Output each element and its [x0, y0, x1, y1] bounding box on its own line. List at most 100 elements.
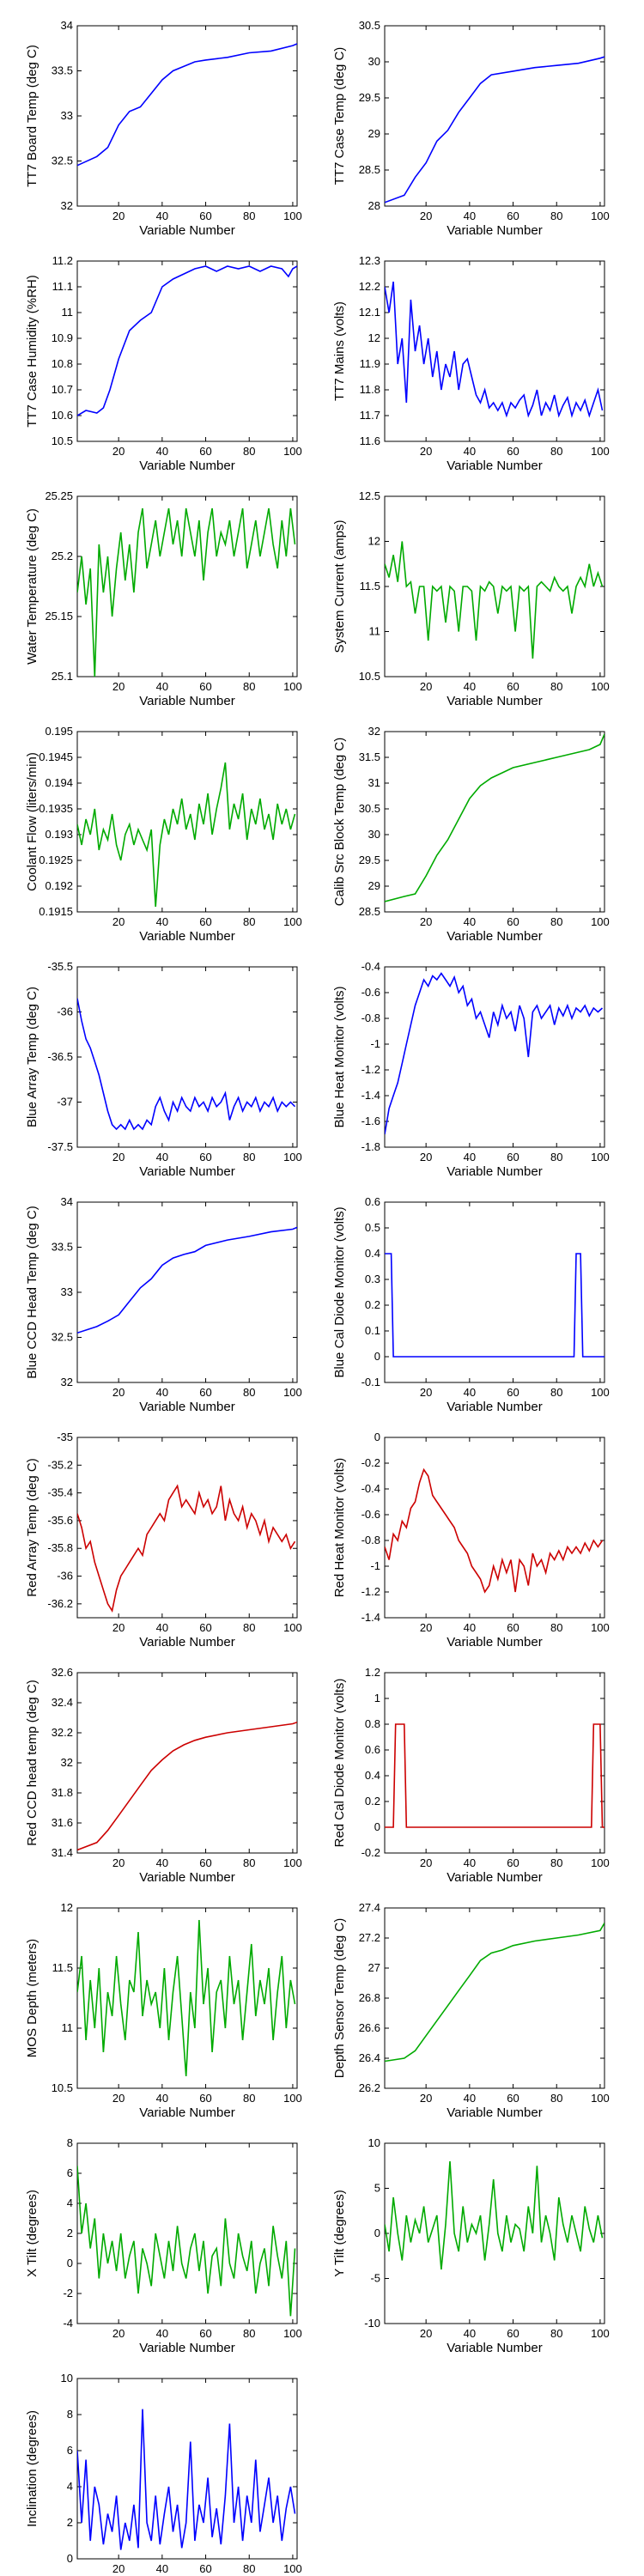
y-tick-label: 11.2 [52, 254, 73, 267]
y-tick-label: 0.2 [365, 1795, 380, 1807]
x-tick-label: 40 [156, 2327, 168, 2340]
y-tick-label: 10.6 [52, 409, 73, 422]
x-tick-label: 100 [591, 680, 610, 693]
x-axis-label: Variable Number [139, 1400, 234, 1414]
y-axis-label: Red Heat Monitor (volts) [332, 1458, 347, 1598]
x-tick-label: 80 [550, 445, 562, 458]
y-tick-label: 12.2 [359, 280, 380, 293]
x-tick-label: 20 [420, 2092, 432, 2105]
plot-frame [76, 2378, 298, 2560]
y-tick-label: 30.5 [359, 19, 380, 32]
y-tick-label: -36 [57, 1570, 73, 1583]
x-axis-label: Variable Number [447, 1635, 542, 1649]
x-axis-label: Variable Number [139, 2341, 234, 2355]
x-axis-label: Variable Number [139, 1870, 234, 1885]
x-tick-label: 80 [243, 445, 255, 458]
y-tick-label: -35.6 [47, 1514, 73, 1527]
y-tick-label: -35.4 [47, 1486, 73, 1499]
x-axis-label: Variable Number [447, 1164, 542, 1179]
y-tick-label: 0.195 [45, 725, 73, 738]
y-axis-label: Inclination (degrees) [25, 2410, 39, 2527]
x-tick-label: 20 [112, 1151, 125, 1163]
y-axis-label: Water Temperature (deg C) [25, 508, 39, 665]
x-tick-label: 80 [550, 2092, 562, 2105]
x-tick-label: 60 [507, 1386, 519, 1399]
subplot-12: -0.1 0 0.1 0.2 0.3 0.4 0.5 0.6 20 40 60 80 100 Variab… [332, 1195, 610, 1414]
y-tick-label: 31.8 [52, 1786, 73, 1799]
y-tick-label: 27.4 [359, 1901, 380, 1914]
x-tick-label: 20 [112, 1856, 125, 1869]
y-tick-label: 10.5 [359, 670, 380, 683]
x-tick-label: 100 [283, 2562, 302, 2575]
y-tick-label: 26.4 [359, 2051, 380, 2064]
x-tick-label: 40 [464, 2327, 476, 2340]
x-tick-label: 100 [283, 680, 302, 693]
series-line [77, 762, 296, 908]
plot-frame [76, 1437, 298, 1619]
y-tick-label: 32.5 [52, 1331, 73, 1344]
x-tick-label: 100 [591, 2327, 610, 2340]
x-axis-label: Variable Number [447, 223, 542, 238]
y-tick-label: 0.194 [45, 776, 73, 789]
y-tick-label: 26.2 [359, 2081, 380, 2094]
y-tick-label: -0.8 [361, 1012, 380, 1024]
subplot-8: 28.5 29 29.5 30 30.5 31 31.5 32 20 40 60 80 100 Varia… [332, 725, 610, 944]
y-tick-label: 10.5 [52, 434, 73, 447]
y-tick-label: 0.4 [365, 1769, 380, 1782]
x-tick-label: 80 [550, 1386, 562, 1399]
y-tick-label: 11.6 [360, 434, 380, 447]
y-tick-label: 6 [67, 2166, 73, 2179]
x-tick-label: 100 [591, 445, 610, 458]
x-tick-label: 20 [112, 2327, 125, 2340]
y-tick-label: 1.2 [365, 1666, 380, 1679]
x-tick-label: 60 [199, 445, 211, 458]
x-tick-label: 80 [243, 1151, 255, 1163]
y-tick-label: 29.5 [359, 91, 380, 104]
y-tick-label: 31 [368, 776, 380, 789]
plot-frame [76, 25, 298, 207]
y-tick-label: -0.2 [361, 1846, 380, 1859]
x-tick-label: 80 [550, 1151, 562, 1163]
y-tick-label: 32.2 [52, 1726, 73, 1739]
x-tick-label: 40 [464, 1386, 476, 1399]
y-tick-label: 34 [61, 1195, 73, 1208]
y-tick-label: 26.8 [359, 1991, 380, 2004]
x-tick-label: 60 [507, 2327, 519, 2340]
y-tick-label: 26.6 [359, 2021, 380, 2034]
y-axis-label: X Tilt (degrees) [25, 2190, 39, 2277]
y-tick-label: 31.5 [359, 750, 380, 763]
x-axis-label: Variable Number [447, 929, 542, 944]
x-axis-label: Variable Number [447, 2341, 542, 2355]
y-axis-label: MOS Depth (meters) [25, 1939, 39, 2057]
y-tick-label: 28.5 [359, 163, 380, 176]
y-tick-label: -37 [57, 1096, 73, 1109]
subplot-3: 10.5 10.6 10.7 10.8 10.9 11 11.1 11.2 20 40 60 80 10… [25, 254, 302, 473]
y-tick-label: 4 [67, 2480, 73, 2493]
y-tick-label: 0.193 [45, 828, 73, 841]
x-tick-label: 100 [283, 1621, 302, 1634]
y-axis-label: Blue Cal Diode Monitor (volts) [332, 1206, 347, 1377]
y-tick-label: -0.4 [361, 1482, 380, 1495]
x-tick-label: 40 [156, 2562, 168, 2575]
y-tick-label: 0.192 [45, 879, 73, 892]
x-tick-label: 100 [591, 1386, 610, 1399]
x-tick-label: 80 [550, 915, 562, 928]
x-tick-label: 40 [156, 1151, 168, 1163]
y-tick-label: 0.6 [365, 1195, 380, 1208]
y-tick-label: 29.5 [359, 854, 380, 866]
x-tick-label: 40 [464, 1151, 476, 1163]
y-tick-label: 12 [61, 1901, 73, 1914]
y-tick-label: 11.9 [360, 357, 380, 370]
series-line [385, 541, 604, 659]
x-tick-label: 100 [591, 1151, 610, 1163]
x-tick-label: 100 [591, 1621, 610, 1634]
y-tick-label: 33.5 [52, 64, 73, 77]
plot-frame [76, 260, 298, 442]
y-tick-label: 0 [374, 2227, 380, 2239]
y-tick-label: 11 [62, 306, 74, 319]
x-tick-label: 80 [550, 210, 562, 222]
y-tick-label: 0.1945 [39, 750, 73, 763]
y-axis-label: Blue Heat Monitor (volts) [332, 986, 347, 1127]
x-tick-label: 20 [112, 445, 125, 458]
